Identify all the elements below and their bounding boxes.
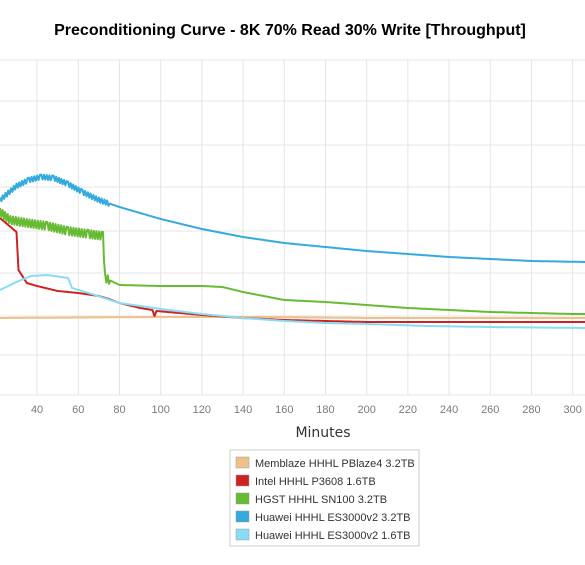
x-tick-label: 100 — [151, 404, 169, 416]
legend-label: HGST HHHL SN100 3.2TB — [255, 494, 387, 506]
series-line — [0, 173, 585, 263]
series-area — [0, 173, 585, 329]
legend-swatch — [235, 456, 250, 469]
legend-box — [229, 449, 420, 547]
grid — [0, 59, 585, 396]
x-tick-label: 140 — [234, 404, 252, 416]
x-tick-label: 160 — [275, 404, 293, 416]
series-line — [0, 274, 585, 329]
legend-swatch — [235, 492, 250, 505]
x-tick-label: 180 — [316, 404, 334, 416]
chart-title: Preconditioning Curve - 8K 70% Read 30% … — [54, 22, 526, 39]
x-axis-label: Minutes — [295, 425, 350, 441]
x-tick-label: 120 — [193, 404, 211, 416]
x-tick-label: 220 — [399, 404, 417, 416]
x-tick-label: 240 — [440, 404, 458, 416]
x-tick-label: 300 — [563, 404, 581, 416]
x-tick-label: 280 — [522, 404, 540, 416]
legend-swatch — [235, 474, 250, 487]
legend-label: Huawei HHHL ES3000v2 3.2TB — [255, 512, 411, 524]
x-axis: 40 60 80 100 120 140 160 180 200 220 240 260 280 300 — [31, 404, 582, 416]
legend-label: Huawei HHHL ES3000v2 1.6TB — [255, 530, 411, 542]
series-line — [0, 316, 585, 319]
x-tick-label: 80 — [113, 404, 125, 416]
legend: Memblaze HHHL PBlaze4 3.2TB Intel HHHL P3… — [229, 449, 420, 547]
x-tick-label: 40 — [31, 404, 43, 416]
legend-label: Memblaze HHHL PBlaze4 3.2TB — [255, 458, 415, 470]
legend-swatch — [235, 510, 250, 523]
legend-label: Intel HHHL P3608 1.6TB — [255, 476, 376, 488]
x-tick-label: 260 — [481, 404, 499, 416]
series-line — [0, 217, 585, 323]
legend-swatch — [235, 528, 250, 541]
x-tick-label: 60 — [72, 404, 84, 416]
x-tick-label: 200 — [357, 404, 375, 416]
series-line — [0, 207, 585, 315]
